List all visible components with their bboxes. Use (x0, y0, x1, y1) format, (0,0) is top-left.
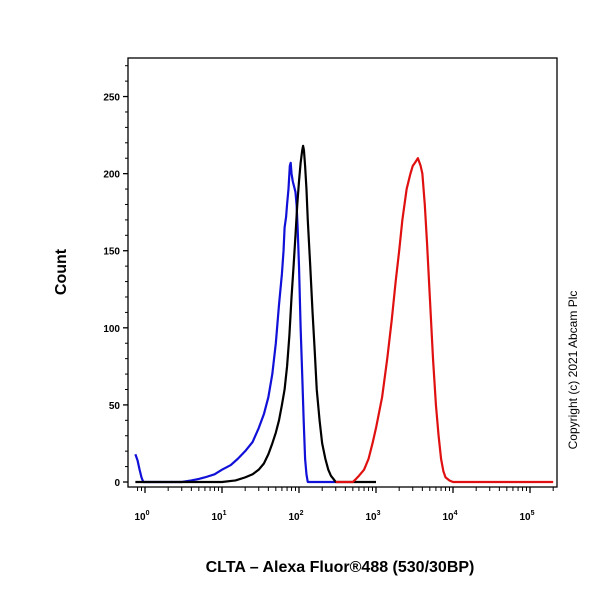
x-tick-label: 102 (288, 510, 303, 523)
x-tick-exponent: 5 (531, 510, 535, 517)
plot-frame (127, 57, 558, 488)
x-tick-base: 10 (211, 512, 223, 523)
x-tick-label: 100 (134, 510, 149, 523)
x-tick-label: 101 (211, 510, 226, 523)
x-tick-base: 10 (442, 512, 454, 523)
x-tick-base: 10 (519, 512, 531, 523)
y-tick-label: 100 (103, 324, 120, 335)
x-tick-base: 10 (134, 512, 146, 523)
y-tick-label: 0 (114, 478, 120, 489)
y-tick-label: 200 (103, 170, 120, 181)
x-tick-base: 10 (365, 512, 377, 523)
y-axis-ticks: 0 50 100 150 200 250 (103, 65, 128, 489)
series-layer (134, 144, 554, 484)
series-line-3 (335, 157, 554, 484)
x-tick-exponent: 0 (146, 510, 150, 517)
y-tick-label: 150 (103, 247, 120, 258)
x-tick-label: 104 (442, 510, 457, 523)
x-tick-label: 105 (519, 510, 534, 523)
x-axis-ticks: 100 101 102 103 104 105 (134, 487, 554, 523)
x-axis-title: CLTA – Alexa Fluor®488 (530/30BP) (206, 559, 475, 576)
y-axis-title: Count (53, 248, 70, 295)
y-tick-label: 250 (103, 93, 120, 104)
series-line-2 (135, 144, 376, 484)
x-tick-base: 10 (288, 512, 300, 523)
y-tick-label: 50 (109, 401, 121, 412)
x-tick-exponent: 2 (300, 510, 304, 517)
x-tick-exponent: 4 (454, 510, 458, 517)
x-tick-exponent: 3 (377, 510, 381, 517)
x-tick-exponent: 1 (223, 510, 227, 517)
copyright-notice: Copyright (c) 2021 Abcam Plc (566, 291, 580, 450)
x-tick-label: 103 (365, 510, 380, 523)
series-line-1 (134, 161, 336, 484)
